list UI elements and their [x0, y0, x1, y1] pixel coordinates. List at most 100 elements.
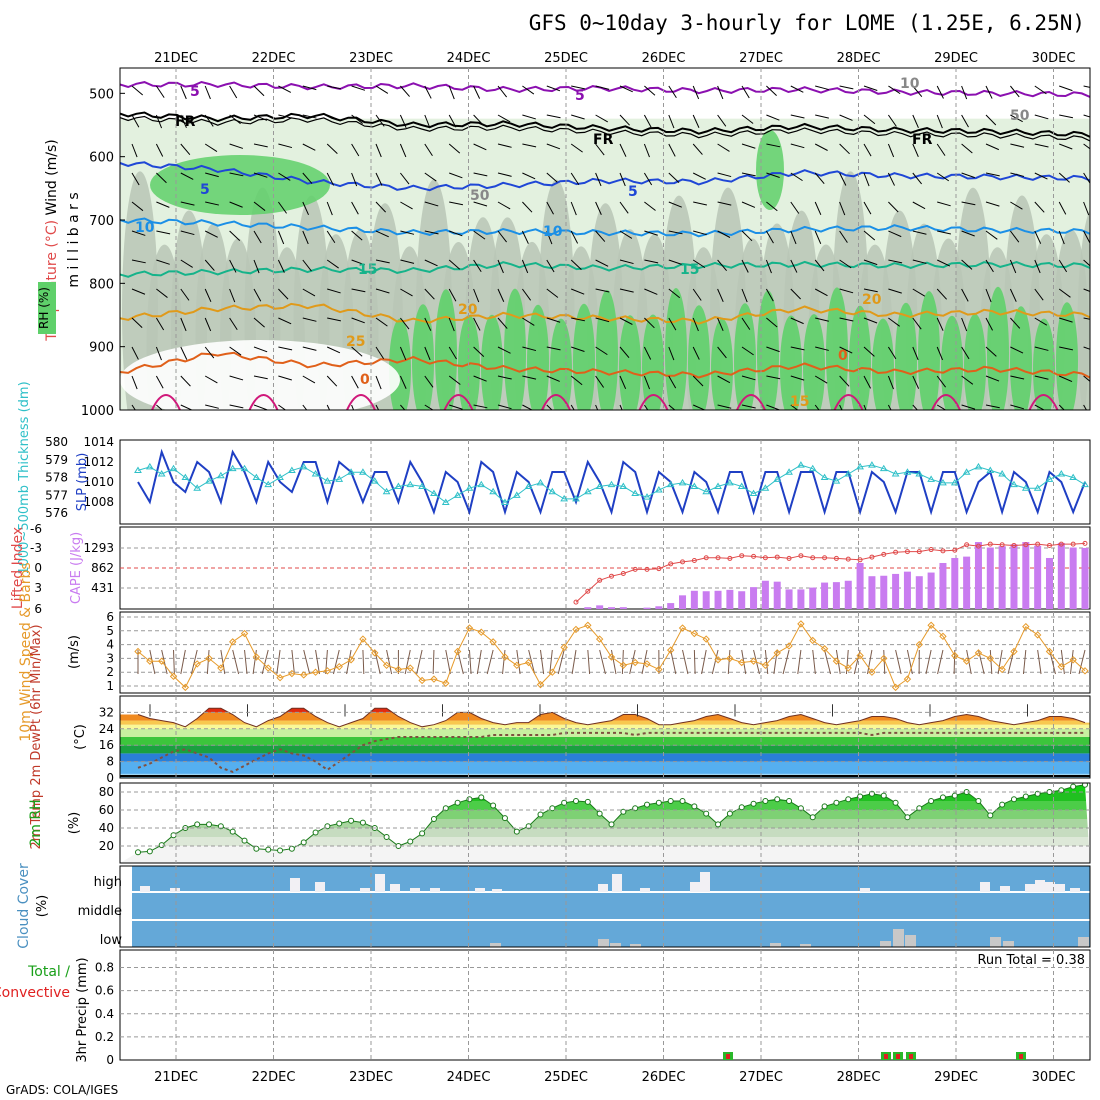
wind-barb: [546, 85, 561, 92]
wind-barb: [790, 346, 805, 351]
date-label-bottom: 24DEC: [447, 1070, 491, 1085]
wind-barb: [448, 317, 455, 332]
wind-barb: [961, 230, 975, 237]
wind-barb: [765, 288, 774, 302]
y-tick-label: 0.4: [95, 1007, 114, 1021]
wind-barb: [766, 317, 778, 328]
rh-point: [206, 821, 213, 828]
rh-point: [135, 849, 141, 856]
wind-barb: [814, 375, 828, 384]
li-point: [668, 561, 674, 567]
wind-barb-10m: [711, 649, 719, 675]
wind-barb-10m: [906, 649, 913, 675]
wind-barb-10m: [701, 649, 707, 675]
cape-bar: [726, 589, 734, 609]
wind-barb: [400, 230, 415, 235]
wind-barb: [473, 259, 482, 273]
wind-barb: [985, 143, 1000, 151]
wind-barb: [643, 375, 651, 390]
wind-barb: [571, 85, 585, 90]
wind-barb: [961, 375, 974, 385]
axis-title: Lifted Index: [10, 527, 26, 609]
wind-barb: [741, 114, 754, 124]
wind-speed-point: [809, 636, 817, 645]
wind-barb: [302, 143, 316, 151]
panel-frame: [119, 865, 1091, 948]
temp-band: [120, 728, 1090, 737]
wind-barb: [595, 143, 605, 156]
wind-barb: [595, 114, 608, 123]
wind-barb: [522, 143, 537, 148]
wind-barb: [448, 375, 461, 385]
temp-band: [120, 761, 1090, 774]
temp-line: [137, 707, 1086, 728]
wind-speed-point: [382, 661, 391, 670]
wind-barb-10m: [362, 649, 365, 675]
wind-speed-point: [442, 679, 450, 687]
wind-barb: [814, 201, 822, 216]
y-tick-label: 1000: [81, 404, 114, 419]
wind-barb: [668, 85, 677, 99]
wind-barb: [278, 317, 292, 325]
rh-point: [501, 815, 508, 822]
rh-plume: [665, 288, 687, 410]
rh-point: [667, 798, 674, 804]
wind-barb: [424, 114, 431, 129]
wind-barb: [912, 288, 926, 297]
y-tick-label: 500: [89, 87, 114, 102]
wind-barb: [863, 259, 878, 266]
y-tick-label-thickness: 576: [45, 506, 68, 520]
axis-title: RH (%): [37, 287, 51, 329]
rh-point: [644, 801, 651, 808]
cape-bar: [679, 595, 687, 609]
wind-speed-point: [714, 656, 722, 664]
cloud-high-block: [430, 888, 440, 892]
cloud-high-block: [1055, 884, 1065, 892]
wind-barb: [180, 85, 187, 100]
contour-label: 50: [1010, 108, 1030, 124]
wind-speed-point: [702, 635, 710, 643]
rh-point: [845, 796, 852, 803]
wind-barb: [692, 114, 700, 128]
contour-label: 10: [543, 224, 563, 240]
wind-barb: [253, 317, 265, 328]
wind-barb: [204, 288, 212, 302]
wind-barb: [155, 114, 163, 129]
thickness-point: [228, 464, 237, 472]
wind-barb-10m: [261, 649, 269, 675]
thickness-point: [1021, 484, 1030, 491]
wind-barb: [400, 172, 410, 185]
wind-barb-10m: [346, 649, 352, 675]
thickness-point: [785, 468, 793, 475]
wind-speed-point: [666, 646, 675, 654]
wind-barb: [1034, 230, 1042, 244]
wind-barb: [668, 375, 677, 389]
wind-barb: [619, 85, 633, 93]
wind-barb-10m: [621, 649, 624, 675]
wind-speed-point: [323, 667, 332, 675]
wind-speed-point: [264, 664, 272, 672]
wind-speed-point: [406, 664, 414, 672]
cape-bar: [844, 580, 852, 609]
axis-title: m i l l i b a r s: [66, 192, 82, 287]
cloud-high-block: [315, 882, 325, 892]
wind-barb: [180, 259, 193, 268]
thickness-point: [773, 475, 782, 482]
contour-label: 50: [470, 188, 490, 204]
wind-speed-point: [643, 660, 651, 668]
wind-barb: [205, 201, 219, 206]
thickness-point: [583, 487, 592, 495]
wind-barb: [863, 114, 876, 125]
y-tick-label: 0.2: [95, 1030, 114, 1044]
wind-barb: [985, 172, 1000, 177]
wind-barb: [570, 375, 583, 386]
axis-title: (m/s): [67, 635, 82, 669]
wind-barb: [400, 259, 415, 264]
wind-barb: [327, 114, 341, 121]
wind-barb: [570, 404, 575, 410]
rh-point: [430, 816, 437, 822]
rh-point: [348, 817, 355, 824]
wind-barb-10m: [416, 649, 423, 675]
thickness-point: [299, 462, 308, 470]
wind-barb: [449, 404, 463, 410]
